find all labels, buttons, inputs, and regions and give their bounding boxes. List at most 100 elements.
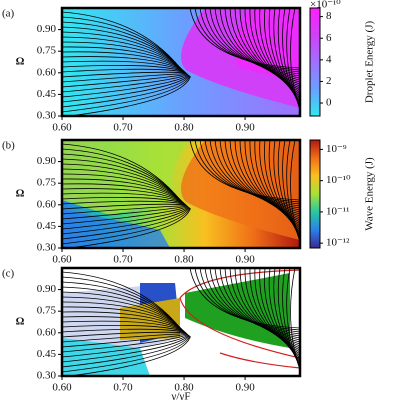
contour-line — [62, 316, 185, 332]
colorbar — [309, 7, 321, 117]
contour-line — [62, 335, 191, 373]
contour-line — [62, 206, 189, 225]
colorbar-label: Wave Energy (J) — [364, 157, 376, 231]
plot-area — [62, 8, 300, 116]
colorbar-tick-label: 10⁻¹¹ — [326, 205, 349, 217]
y-tick-label: 0.60 — [37, 66, 57, 78]
contour-line — [62, 333, 188, 348]
colorbar-tick-label: 10⁻⁹ — [326, 143, 347, 155]
x-tick-label: 0.80 — [174, 122, 194, 134]
contour-line — [62, 207, 191, 245]
contour-line — [189, 268, 300, 329]
colorbar-tick-label: 0 — [326, 97, 332, 109]
x-tick-label: 0.60 — [52, 122, 72, 134]
colorbar-tick-label: 2 — [326, 75, 332, 87]
contour-line — [62, 73, 188, 83]
y-tick-label: 0.75 — [37, 177, 57, 189]
contour-line — [66, 76, 191, 116]
contour-line — [62, 207, 190, 240]
contour-line — [62, 188, 185, 204]
x-tick-label: 0.90 — [235, 382, 255, 394]
contour-line — [62, 183, 185, 204]
contour-line — [224, 140, 300, 215]
colorbar-tick-label: 10⁻¹² — [326, 237, 350, 249]
contour-line — [62, 324, 186, 333]
contour-line — [62, 205, 188, 215]
contour-line — [62, 74, 190, 103]
x-tick-label: 0.80 — [174, 254, 194, 266]
contour-line — [62, 296, 183, 331]
contour-line — [62, 196, 186, 205]
colorbar-offset: ×10⁻¹⁰ — [310, 0, 341, 11]
contour-line — [62, 335, 190, 368]
contour-line — [62, 73, 188, 88]
contour-line — [62, 36, 183, 71]
contour-line — [290, 8, 300, 111]
plot-frame — [60, 266, 302, 378]
contour-line — [62, 334, 189, 353]
contour-line — [189, 8, 300, 69]
field-region — [62, 210, 170, 248]
contour-line — [62, 46, 184, 72]
contour-line — [62, 71, 187, 78]
contour-line — [62, 74, 189, 98]
panel-label: (a) — [2, 8, 15, 20]
contour-line — [224, 8, 300, 83]
contour-line — [62, 173, 184, 203]
field-region — [185, 273, 290, 348]
contour-line — [62, 328, 187, 334]
y-tick-label: 0.75 — [37, 305, 57, 317]
colorbar-tick-label: 8 — [326, 10, 332, 22]
contour-line — [62, 51, 185, 72]
contour-line — [62, 206, 190, 235]
contour-line — [219, 140, 300, 213]
plot-area — [62, 268, 300, 376]
contour-line — [62, 205, 188, 220]
y-tick-label: 0.45 — [37, 88, 57, 100]
x-tick-label: 0.90 — [235, 254, 255, 266]
x-tick-label: 0.70 — [113, 122, 133, 134]
contour-line — [62, 74, 189, 93]
contour-line — [194, 140, 300, 203]
contour-line — [62, 301, 184, 331]
contour-line — [62, 203, 187, 210]
contour-line — [219, 8, 300, 81]
contour-line — [62, 56, 185, 72]
y-tick-label: 0.90 — [37, 23, 57, 35]
contour-line — [62, 334, 189, 358]
y-tick-label: 0.45 — [37, 220, 57, 232]
contour-line — [62, 331, 187, 338]
boundary — [179, 269, 300, 359]
panel-label: (b) — [2, 140, 15, 152]
contour-line — [62, 178, 184, 204]
y-axis-label: Ω — [16, 316, 25, 328]
y-axis-label: Ω — [16, 188, 25, 200]
y-tick-label: 0.90 — [37, 155, 57, 167]
plot-area — [62, 140, 300, 248]
colorbar-label: Droplet Energy (J) — [364, 21, 376, 104]
y-tick-label: 0.75 — [37, 45, 57, 57]
x-tick-label: 0.70 — [113, 382, 133, 394]
plot-frame — [60, 138, 302, 250]
contour-line — [290, 268, 300, 371]
boundary — [219, 352, 300, 369]
x-tick-label: 0.60 — [52, 254, 72, 266]
contour-line — [62, 64, 186, 73]
colorbar-tick-label: 4 — [326, 53, 332, 65]
contour-line — [189, 140, 300, 201]
y-tick-label: 0.30 — [37, 242, 57, 254]
contour-line — [62, 60, 186, 73]
contour-line — [62, 334, 190, 363]
contour-line — [219, 268, 300, 341]
x-axis-label: γ/γF — [171, 391, 191, 400]
contour-line — [62, 192, 186, 205]
contour-line — [62, 75, 190, 108]
contour-line — [62, 311, 185, 332]
x-tick-label: 0.60 — [52, 382, 72, 394]
colorbar-tick-label: 10⁻¹⁰ — [326, 174, 351, 186]
contour-line — [194, 268, 300, 331]
y-tick-label: 0.45 — [37, 348, 57, 360]
contour-line — [62, 320, 186, 333]
